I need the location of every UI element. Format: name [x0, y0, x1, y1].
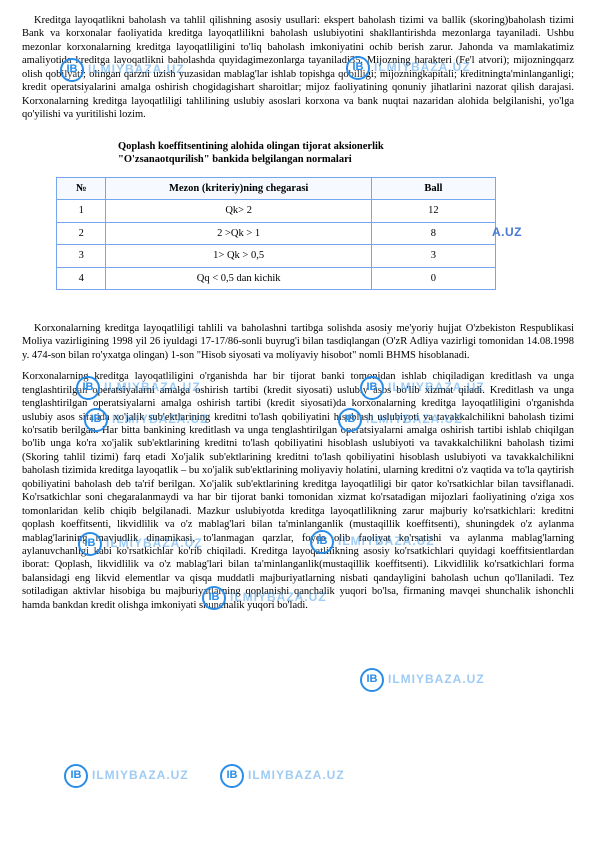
- watermark: IB ILMIYBAZA.UZ: [64, 764, 189, 788]
- cell-n: 3: [57, 245, 106, 267]
- cell-criteria: Qk> 2: [106, 200, 371, 222]
- cell-criteria: 1> Qk > 0,5: [106, 245, 371, 267]
- watermark: IB ILMIYBAZA.UZ: [220, 764, 345, 788]
- cell-ball: 8: [371, 222, 495, 244]
- table-heading: Qoplash koeffitsentining alohida olingan…: [118, 140, 438, 167]
- intro-paragraph: Kreditga layoqatlikni baholash va tahlil…: [22, 14, 574, 122]
- header-criteria: Mezon (kriteriy)ning chegarasi: [106, 177, 371, 199]
- table-row: 3 1> Qk > 0,5 3: [57, 245, 496, 267]
- cell-n: 2: [57, 222, 106, 244]
- criteria-table: № Mezon (kriteriy)ning chegarasi Ball 1 …: [56, 177, 496, 290]
- brand-label: A.UZ: [492, 225, 522, 240]
- cell-criteria: Qq < 0,5 dan kichik: [106, 267, 371, 289]
- watermark-text: ILMIYBAZA.UZ: [92, 768, 189, 783]
- cell-ball: 12: [371, 200, 495, 222]
- table-row: 1 Qk> 2 12: [57, 200, 496, 222]
- cell-ball: 3: [371, 245, 495, 267]
- cell-ball: 0: [371, 267, 495, 289]
- header-ball: Ball: [371, 177, 495, 199]
- cell-criteria: 2 >Qk > 1: [106, 222, 371, 244]
- watermark-text: ILMIYBAZA.UZ: [248, 768, 345, 783]
- watermark-badge-icon: IB: [220, 764, 244, 788]
- cell-n: 4: [57, 267, 106, 289]
- table-header-row: № Mezon (kriteriy)ning chegarasi Ball: [57, 177, 496, 199]
- watermark-badge-icon: IB: [360, 668, 384, 692]
- table-row: 2 2 >Qk > 1 8: [57, 222, 496, 244]
- watermark-text: ILMIYBAZA.UZ: [388, 672, 485, 687]
- legal-paragraph: Korxonalarning kreditga layoqatliligi ta…: [22, 322, 574, 362]
- header-number: №: [57, 177, 106, 199]
- table-row: 4 Qq < 0,5 dan kichik 0: [57, 267, 496, 289]
- cell-n: 1: [57, 200, 106, 222]
- main-paragraph: Korxonalarning kreditga layoqatliligini …: [22, 370, 574, 612]
- watermark-badge-icon: IB: [64, 764, 88, 788]
- page: Kreditga layoqatlikni baholash va tahlil…: [0, 0, 596, 843]
- watermark: IB ILMIYBAZA.UZ: [360, 668, 485, 692]
